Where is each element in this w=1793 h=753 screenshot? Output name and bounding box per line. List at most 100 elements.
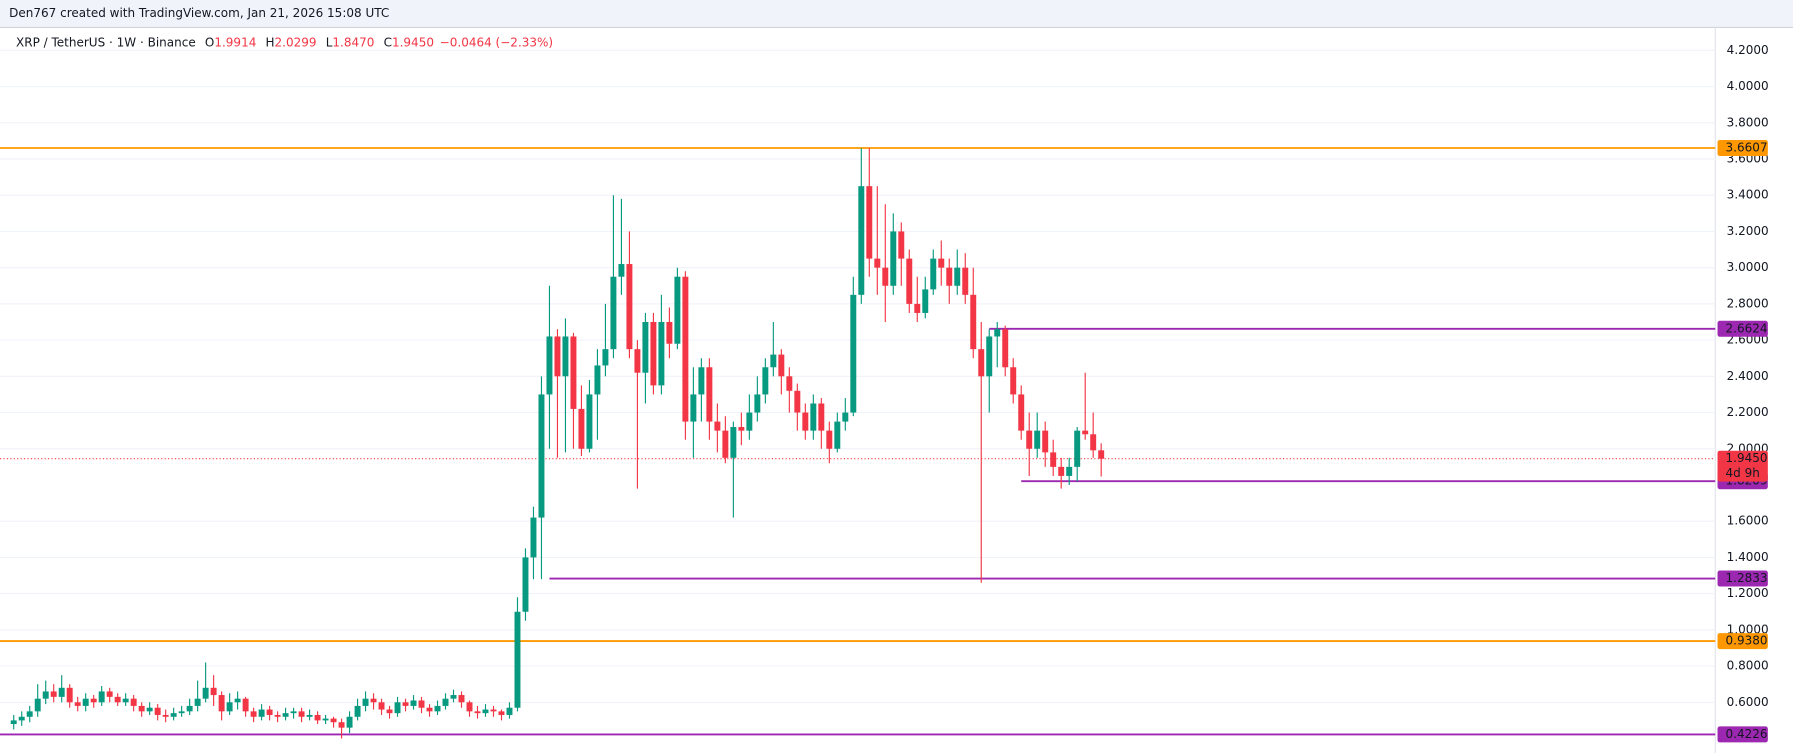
candle-body — [962, 267, 969, 295]
y-tick-label: 1.6000 — [1727, 514, 1769, 528]
candle-body — [594, 365, 601, 395]
candle-body — [802, 412, 809, 431]
candle-body — [906, 258, 913, 304]
candle-body — [258, 709, 265, 717]
y-tick-label: 0.8000 — [1727, 659, 1769, 673]
candle-body — [762, 367, 769, 395]
candle-body — [1090, 434, 1097, 451]
y-tick-label: 3.2000 — [1727, 224, 1769, 238]
header-text: Den767 created with TradingView.com, Jan… — [9, 6, 389, 20]
candle-body — [122, 698, 129, 703]
candle-body — [1066, 466, 1073, 476]
candle-body — [178, 711, 185, 714]
candle-body — [82, 698, 89, 706]
candle-body — [386, 709, 393, 714]
candle-body — [1098, 450, 1105, 459]
candle-body — [978, 349, 985, 377]
candle-body — [1074, 430, 1081, 467]
candle-body — [394, 702, 401, 714]
candle-body — [274, 714, 281, 717]
candle-body — [914, 303, 921, 313]
legend-value: 1.9914 — [214, 35, 256, 49]
candle-body — [402, 702, 409, 706]
legend-value: 1.8470 — [332, 35, 374, 49]
candle-body — [442, 698, 449, 706]
legend-key: L — [326, 35, 333, 49]
candle-body — [834, 421, 841, 449]
candle-body — [522, 557, 529, 612]
candle-body — [722, 430, 729, 458]
y-tick-label: 1.4000 — [1727, 550, 1769, 564]
level-label: 3.6607 — [1726, 141, 1768, 155]
candle-body — [818, 403, 825, 431]
candle-body — [986, 336, 993, 377]
candle-body — [210, 687, 217, 696]
candle-body — [346, 716, 353, 728]
candle-body — [458, 695, 465, 703]
candle-body — [570, 336, 577, 409]
candle-body — [626, 264, 633, 350]
candle-body — [514, 611, 521, 708]
candle-body — [58, 687, 65, 697]
candle-body — [930, 258, 937, 290]
grid — [0, 49, 1716, 703]
candle-body — [242, 698, 249, 712]
candle-body — [362, 698, 369, 706]
candle-body — [282, 713, 289, 717]
candle-body — [314, 714, 321, 721]
levels — [0, 147, 1716, 736]
candle-body — [970, 294, 977, 350]
level-label: 1.2833 — [1726, 571, 1768, 585]
candle-body — [506, 707, 513, 715]
level-label-box — [1717, 726, 1768, 743]
y-tick-label: 1.0000 — [1727, 622, 1769, 636]
candle-body — [602, 349, 609, 366]
candle-body — [1002, 329, 1009, 368]
candle-body — [730, 427, 737, 458]
plot-background — [0, 27, 1793, 753]
candle-body — [434, 705, 441, 712]
candle-body — [354, 705, 361, 717]
y-tick-label: 2.4000 — [1727, 369, 1769, 383]
candle-body — [298, 711, 305, 717]
candle-body — [578, 408, 585, 449]
level-label-box — [1717, 320, 1768, 337]
candle-body — [250, 711, 257, 717]
candle-body — [938, 258, 945, 268]
candle-body — [770, 354, 777, 368]
candle-body — [290, 711, 297, 714]
candle-body — [338, 722, 345, 728]
candle-body — [330, 718, 337, 723]
legend: XRP / TetherUS · 1W · Binance O1.9914 H2.0… — [16, 35, 553, 49]
legend-value: 2.0299 — [275, 35, 317, 49]
candle-body — [306, 714, 313, 717]
candle-body — [370, 698, 377, 703]
candle-body — [418, 700, 425, 708]
candle-body — [754, 394, 761, 413]
candle-body — [674, 276, 681, 344]
candle-body — [890, 231, 897, 286]
candle-body — [746, 412, 753, 431]
candle-body — [562, 336, 569, 377]
candle-body — [186, 705, 193, 712]
candle-body — [898, 231, 905, 259]
candle-body — [858, 186, 865, 295]
candle-body — [826, 430, 833, 449]
candle-body — [610, 276, 617, 350]
candle-body — [874, 258, 881, 268]
candles — [10, 148, 1105, 739]
level-label: 0.4226 — [1726, 727, 1768, 741]
candle-body — [18, 716, 25, 721]
candle-body — [234, 698, 241, 703]
candle-body — [842, 412, 849, 422]
candle-body — [466, 702, 473, 712]
header-bar — [0, 0, 1793, 28]
legend-value: 1.9450 — [392, 35, 434, 49]
candle-body — [538, 394, 545, 518]
y-tick-label: 3.4000 — [1727, 188, 1769, 202]
legend-key: C — [384, 35, 392, 49]
candle-body — [194, 698, 201, 706]
candle-body — [98, 691, 105, 703]
candle-body — [498, 711, 505, 715]
candle-body — [154, 707, 161, 715]
